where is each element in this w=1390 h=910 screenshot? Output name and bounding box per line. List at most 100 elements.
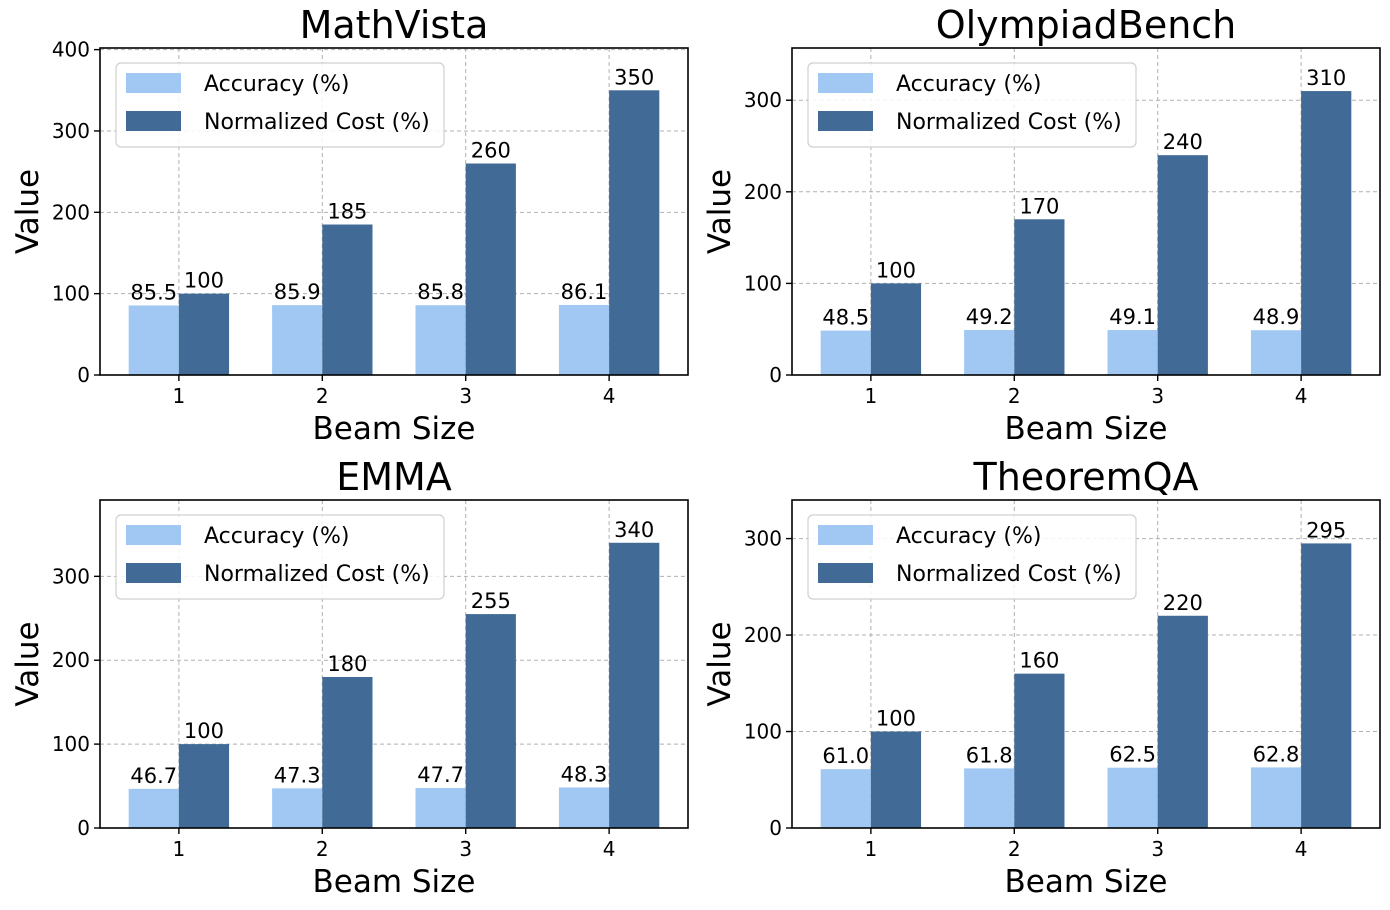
bar-accuracy-1 (820, 769, 871, 828)
y-tick-label: 100 (52, 732, 90, 756)
y-tick-label: 0 (77, 816, 90, 840)
chart-panel-1: 85.5 85.9 85.8 86.1 100 185 260 350 0 100 200 300 40… (10, 3, 689, 447)
y-tick-label: 0 (769, 363, 782, 387)
bar-accuracy-4 (1250, 330, 1302, 375)
data-label: 310 (1306, 66, 1346, 90)
chart-title: TheoremQA (972, 455, 1198, 499)
bar-accuracy-1 (128, 305, 179, 375)
bar-accuracy-2 (272, 788, 323, 828)
bar-cost-2 (1014, 219, 1065, 375)
x-tick-label: 3 (459, 837, 472, 861)
data-label: 295 (1306, 518, 1346, 542)
data-label: 48.5 (822, 306, 869, 330)
data-label: 260 (471, 139, 511, 163)
data-label: 100 (876, 707, 916, 731)
legend-swatch-accuracy (126, 525, 181, 545)
bar-accuracy-3 (1107, 767, 1158, 828)
y-tick-label: 0 (77, 363, 90, 387)
data-label: 340 (614, 518, 654, 542)
x-tick-label: 2 (316, 837, 329, 861)
x-tick-label: 4 (1295, 837, 1308, 861)
bar-cost-3 (1157, 615, 1208, 828)
data-label: 85.8 (417, 280, 464, 304)
data-label: 240 (1163, 130, 1203, 154)
data-label: 61.0 (822, 744, 869, 768)
legend-swatch-accuracy (818, 73, 873, 93)
x-axis-label: Beam Size (312, 411, 475, 447)
x-tick-label: 4 (603, 384, 616, 408)
bar-accuracy-3 (415, 787, 466, 828)
y-tick-label: 200 (52, 200, 90, 224)
bar-cost-2 (322, 224, 373, 375)
bar-cost-4 (609, 542, 660, 828)
y-tick-label: 200 (744, 623, 782, 647)
chart-title: EMMA (336, 455, 452, 499)
legend-box (807, 62, 1137, 148)
bar-cost-4 (1301, 91, 1352, 376)
x-tick-label: 4 (603, 837, 616, 861)
y-tick-label: 200 (52, 648, 90, 672)
data-label: 86.1 (561, 280, 608, 304)
y-tick-label: 300 (52, 119, 90, 143)
x-tick-label: 2 (1008, 837, 1021, 861)
data-label: 100 (184, 269, 224, 293)
data-label: 100 (876, 258, 916, 282)
bar-cost-3 (465, 614, 516, 828)
y-tick-label: 300 (744, 527, 782, 551)
legend-swatch-cost (818, 563, 873, 583)
data-label: 47.7 (417, 763, 464, 787)
data-label: 62.5 (1109, 743, 1156, 767)
y-tick-label: 0 (769, 816, 782, 840)
plot-frame (791, 47, 1381, 376)
bar-cost-3 (465, 163, 516, 375)
legend-label: Accuracy (%) (204, 72, 350, 97)
data-label: 185 (327, 200, 367, 224)
data-label: 49.2 (966, 305, 1013, 329)
data-label: 170 (1019, 194, 1059, 218)
plot-frame (99, 499, 689, 829)
x-axis-label: Beam Size (1004, 411, 1167, 447)
data-label: 48.3 (561, 762, 608, 786)
x-axis-label: Beam Size (1004, 864, 1167, 900)
x-tick-label: 2 (1008, 384, 1021, 408)
data-label: 48.9 (1253, 305, 1300, 329)
y-tick-label: 400 (52, 38, 90, 62)
data-label: 180 (327, 652, 367, 676)
plot-frame (99, 47, 689, 376)
y-tick-label: 200 (744, 180, 782, 204)
y-axis-label: Value (10, 169, 46, 254)
bar-accuracy-1 (820, 330, 871, 375)
plot-frame (791, 499, 1381, 829)
legend-label: Normalized Cost (%) (896, 110, 1122, 135)
legend-box (115, 514, 445, 600)
legend-label: Accuracy (%) (896, 524, 1042, 549)
x-tick-label: 1 (865, 837, 878, 861)
bar-accuracy-2 (964, 768, 1015, 828)
bar-cost-1 (870, 731, 922, 828)
legend-box (807, 514, 1137, 600)
legend-swatch-cost (818, 111, 873, 131)
bar-accuracy-3 (415, 305, 466, 375)
chart-panel-4: 61.0 61.8 62.5 62.8 100 160 220 295 0 100 200 300 1 2… (702, 455, 1381, 900)
bar-cost-4 (1301, 543, 1352, 828)
legend-swatch-cost (126, 563, 181, 583)
x-tick-label: 4 (1295, 384, 1308, 408)
x-tick-label: 1 (173, 384, 186, 408)
bar-accuracy-2 (272, 305, 323, 375)
chart-panel-3: 46.7 47.3 47.7 48.3 100 180 255 340 0 100 200 300 1 2… (10, 455, 689, 900)
data-label: 46.7 (130, 764, 177, 788)
legend-label: Normalized Cost (%) (896, 562, 1122, 587)
bar-cost-2 (322, 677, 373, 828)
bar-accuracy-4 (558, 787, 610, 828)
legend: Accuracy (%) Normalized Cost (%) (115, 514, 445, 600)
legend-swatch-accuracy (818, 525, 873, 545)
data-label: 160 (1019, 649, 1059, 673)
legend: Accuracy (%) Normalized Cost (%) (807, 62, 1137, 148)
bar-cost-2 (1014, 673, 1065, 828)
x-axis-label: Beam Size (312, 864, 475, 900)
legend-label: Normalized Cost (%) (204, 562, 430, 587)
bar-accuracy-2 (964, 329, 1015, 375)
y-axis-label: Value (702, 169, 738, 254)
data-label: 62.8 (1253, 742, 1300, 766)
